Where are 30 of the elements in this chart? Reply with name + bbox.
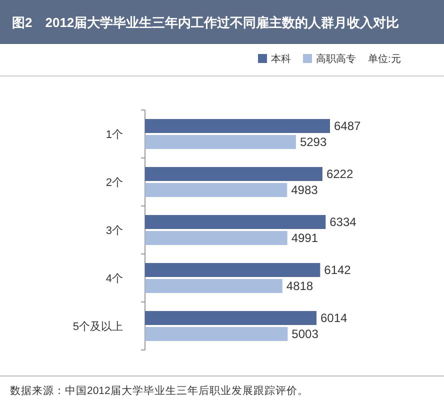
bar xyxy=(145,231,288,245)
bar xyxy=(145,183,288,197)
y-tick-label: 3个 xyxy=(106,225,123,237)
data-label: 4983 xyxy=(291,183,318,197)
y-tick-label: 4个 xyxy=(106,273,123,285)
data-label: 6142 xyxy=(324,263,352,277)
data-label: 5293 xyxy=(300,135,327,149)
bar xyxy=(145,311,317,325)
legend-label: 高职高专 xyxy=(316,53,356,65)
text: 单位:元 xyxy=(368,53,401,65)
data-label: 4818 xyxy=(286,279,314,293)
data-label: 5003 xyxy=(292,327,319,341)
y-tick-label: 5个及以上 xyxy=(72,320,123,333)
bar xyxy=(145,279,282,293)
data-label: 6222 xyxy=(326,167,354,181)
chart-title: 图2 2012届大学毕业生三年内工作过不同雇主数的人群月收入对比 xyxy=(12,15,400,30)
data-label: 4991 xyxy=(291,231,318,245)
data-label: 6334 xyxy=(330,215,357,229)
bar xyxy=(145,119,330,133)
data-label: 6487 xyxy=(334,119,362,133)
source-note: 数据来源：中国2012届大学毕业生三年后职业发展跟踪评价。 xyxy=(10,384,308,397)
legend-label: 本科 xyxy=(271,53,291,65)
bar xyxy=(145,263,320,277)
bar xyxy=(145,215,326,229)
bar xyxy=(145,327,288,341)
bar xyxy=(145,167,322,181)
y-tick-label: 1个 xyxy=(106,129,123,141)
bar xyxy=(145,135,296,149)
data-label: 6014 xyxy=(320,311,348,325)
y-tick-label: 2个 xyxy=(106,177,123,189)
